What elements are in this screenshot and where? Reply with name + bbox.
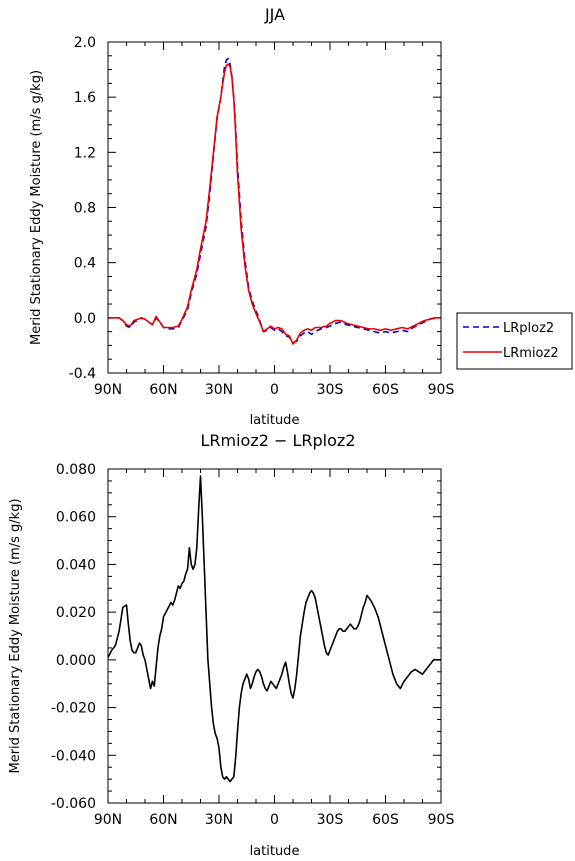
- top-chart-title: JJA: [264, 5, 285, 24]
- bottom-y-tick-label: 0.060: [56, 510, 96, 526]
- bottom-y-tick-label: -0.020: [51, 701, 96, 717]
- legend-label-series-1: LRploz2: [503, 321, 554, 336]
- top-y-tick-label: -0.4: [69, 366, 96, 382]
- top-x-tick-label: 30S: [317, 382, 344, 398]
- top-chart-xlabel: latitude: [250, 413, 300, 428]
- bottom-y-tick-label: 0.080: [56, 462, 96, 478]
- top-chart-frame: [107, 41, 442, 374]
- top-y-tick-label: 0.4: [74, 256, 96, 272]
- top-y-tick-label: 1.6: [74, 90, 96, 106]
- top-chart-series: [108, 57, 441, 345]
- top-chart-ylabel: Merid Stationary Eddy Moisture (m/s g/kg…: [29, 70, 44, 345]
- bottom-chart-frame: [107, 468, 442, 804]
- bottom-x-tick-label: 30S: [317, 812, 344, 828]
- top-x-tick-label: 60N: [149, 382, 177, 398]
- bottom-x-tick-label: 60S: [372, 812, 399, 828]
- bottom-x-tick-label: 60N: [149, 812, 177, 828]
- top-x-tick-label: 30N: [205, 382, 233, 398]
- bottom-chart-ticks: 90N 60N 30N 0 30S 60S 90S -0.060 -0.040 -0.020 0.0…: [51, 462, 455, 828]
- top-series-line-2: [108, 63, 441, 345]
- top-chart-ticks: 90N 60N 30N 0 30S 60S 90S -0.4 0.0 0.4 0.8 1.2 1.6 2.…: [69, 35, 455, 398]
- bottom-y-tick-label: 0.020: [56, 605, 96, 621]
- bottom-chart-xlabel: latitude: [250, 844, 300, 859]
- top-chart-legend: LRploz2 LRmioz2: [456, 312, 573, 370]
- top-x-tick-label: 90S: [428, 382, 455, 398]
- bottom-chart-ylabel: Merid Stationary Eddy Moisture (m/s g/kg…: [8, 498, 23, 773]
- top-series-line-1: [108, 57, 441, 344]
- top-y-tick-label: 0.8: [74, 201, 96, 217]
- top-x-tick-label: 60S: [372, 382, 399, 398]
- bottom-x-tick-label: 90S: [428, 812, 455, 828]
- bottom-y-tick-label: -0.060: [51, 796, 96, 812]
- legend-label-series-2: LRmioz2: [503, 346, 559, 361]
- bottom-chart-title: LRmioz2 − LRploz2: [200, 431, 355, 450]
- bottom-y-tick-label: 0.040: [56, 557, 96, 573]
- top-y-tick-label: 1.2: [74, 145, 96, 161]
- bottom-x-tick-label: 90N: [94, 812, 122, 828]
- top-y-tick-label: 0.0: [74, 311, 96, 327]
- bottom-y-tick-label: -0.040: [51, 748, 96, 764]
- top-y-tick-label: 2.0: [74, 35, 96, 51]
- bottom-chart: LRmioz2 − LRploz2 90N 60N 30N 0 30S 60S 90S -0.…: [8, 431, 454, 859]
- top-chart: JJA 90N 60N 30N 0 30S 60S 90S -0.4 0.0 0.4 0.8 1.2 1…: [29, 5, 573, 428]
- top-x-tick-label: 0: [270, 382, 279, 398]
- bottom-x-tick-label: 30N: [205, 812, 233, 828]
- bottom-y-tick-label: 0.000: [56, 653, 96, 669]
- legend-box: [456, 312, 573, 370]
- bottom-x-tick-label: 0: [270, 812, 279, 828]
- bottom-series-line-1: [107, 475, 441, 783]
- top-x-tick-label: 90N: [94, 382, 122, 398]
- bottom-chart-series: [107, 475, 441, 783]
